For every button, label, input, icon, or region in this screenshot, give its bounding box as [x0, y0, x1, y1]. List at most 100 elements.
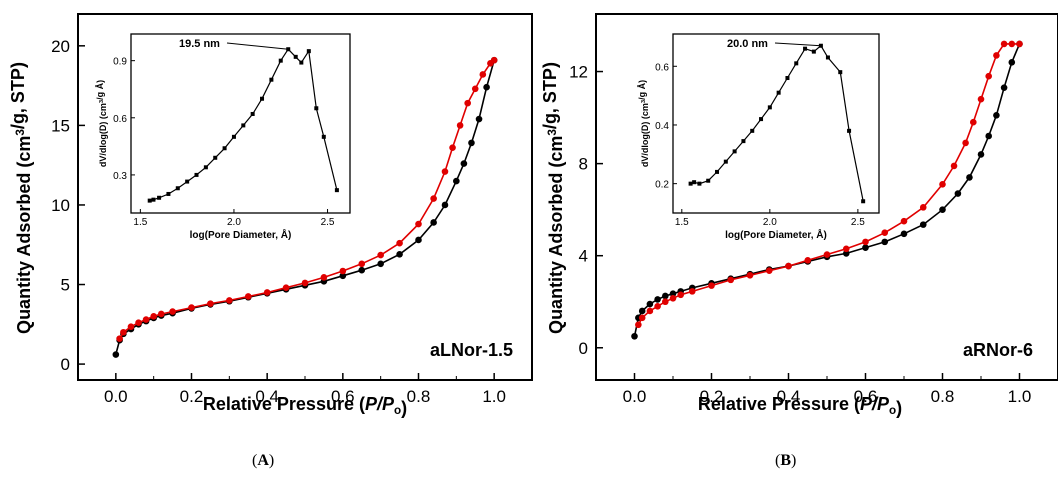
panel-a-adsorption-point [460, 160, 468, 167]
panel-b-desorption-point [823, 251, 831, 258]
panel-a-adsorption-point [396, 250, 403, 258]
panel-b-adsorption-point [1008, 59, 1016, 66]
panel-a-inset-point [166, 191, 171, 196]
panel-a-x-tick-label: 0.6 [331, 387, 355, 406]
panel-a-inset-point [299, 60, 304, 65]
panel-b-inset-point [732, 149, 737, 154]
panel-a-peak-leader-line [226, 42, 289, 50]
panel-b-inset-point [715, 169, 720, 174]
panel-a-y-tick-label: 10 [51, 196, 70, 215]
panel-a-x-tick-label: 0.2 [180, 387, 204, 406]
panel-b-inset-y-tick-label: 0.6 [655, 62, 669, 73]
panel-a-inset-point [157, 195, 162, 200]
panel-a-inset-point [203, 165, 208, 170]
panel-b-desorption-point [635, 321, 642, 329]
panel-b-desorption-point [662, 298, 669, 306]
panel-a-desorption-point [396, 239, 403, 247]
panel-b-inset-point [759, 117, 764, 122]
panel-a-desorption-point [479, 71, 487, 78]
panel-b-adsorption-point [900, 230, 908, 238]
panel-a-inset-point [314, 106, 319, 111]
panel-a-y-tick-label: 5 [61, 276, 70, 295]
panel-b-desorption-point [985, 72, 992, 80]
panel-a-desorption-point [169, 308, 176, 315]
panel-a-inset-point [175, 186, 180, 191]
panel-b-inset-x-tick-label: 2.5 [851, 217, 865, 228]
panel-b-y-tick-label: 12 [569, 63, 588, 82]
panel-b-sample-label: aRNor-6 [963, 340, 1033, 360]
panel-b-desorption-point [727, 276, 735, 284]
panel-a-adsorption-point [453, 177, 460, 185]
panel-b-inset-point [838, 70, 843, 75]
panel-b-adsorption-point [631, 332, 638, 340]
panel-a-adsorption-point [475, 115, 483, 123]
panel-a-desorption-point [456, 122, 464, 129]
panel-a-y-tick-label: 20 [51, 37, 70, 56]
panel-b-desorption-point [862, 238, 869, 246]
panel-b-y-tick-label: 8 [579, 155, 588, 174]
panel-a-caption-letter: A [257, 452, 269, 469]
panel-a-adsorption-point [468, 139, 475, 147]
panel-a-desorption-point [471, 85, 479, 93]
panel-b-adsorption-point [662, 292, 669, 300]
panel-a-inset-x-axis-label: log(Pore Diameter, Å) [190, 228, 292, 241]
panel-b-desorption-point [669, 294, 677, 302]
panel-b-desorption-point [970, 118, 977, 126]
panel-b-desorption-point [708, 282, 715, 289]
panel-a-inset-point [293, 54, 298, 59]
panel-a-desorption-point [430, 195, 437, 202]
panel-b-inset-point [776, 90, 781, 95]
panel-a-inset-point [231, 134, 236, 139]
panel-a-desorption-point [120, 328, 127, 336]
panel-b-desorption-point [677, 291, 684, 299]
panel-b-peak-leader-line [774, 42, 821, 47]
panel-a-desorption-point [464, 99, 471, 107]
panel-b-desorption-point [654, 303, 661, 310]
panel-a-inset-point [269, 77, 274, 82]
panel-b-inset-x-tick-label: 1.5 [675, 217, 689, 228]
panel-b-inset-point [723, 159, 728, 164]
panel-b-adsorption-point [646, 300, 654, 308]
panel-b-caption-letter: B [780, 452, 791, 469]
panel-a-desorption-point [207, 300, 214, 307]
panel-b-caption: (B) [775, 452, 797, 469]
panel-a-desorption-point [358, 260, 366, 268]
panel-a-desorption-point [441, 168, 449, 175]
panel-b-inset-x-axis-label: log(Pore Diameter, Å) [725, 228, 827, 241]
panel-b-inset-point [811, 49, 816, 54]
panel-b-desorption-point [804, 257, 812, 264]
panel-a-inset-point [147, 198, 152, 203]
panel-b-adsorption-point [654, 296, 661, 303]
panel-b-desorption-point [638, 314, 646, 322]
panel-a-caption: (A) [252, 452, 275, 469]
panel-b-desorption-point [919, 204, 927, 211]
panel-a-desorption-point [263, 289, 271, 296]
panel-a-adsorption-point [441, 201, 449, 209]
panel-b-adsorption-point [919, 221, 927, 228]
panel-b-desorption-point [900, 217, 908, 225]
panel-a-adsorption-point [358, 266, 366, 274]
panel-a-x-tick-label: 0.4 [255, 387, 279, 406]
panel-a-desorption-point [282, 284, 290, 292]
panel-b-desorption-point [765, 267, 773, 274]
panel-a-inset-point [306, 49, 311, 54]
panel-a-inset-x-tick-label: 2.5 [321, 217, 335, 228]
panel-b-adsorption-point [954, 190, 962, 197]
panel-a-y-tick-label: 15 [51, 116, 70, 135]
panel-a-inset-y-tick-label: 0.9 [113, 57, 127, 68]
panel-a-inset-frame [130, 33, 351, 214]
panel-b-y-tick-label: 4 [579, 247, 588, 266]
panel-a-x-tick-label: 0.0 [104, 387, 128, 406]
panel-b-desorption-point [939, 181, 946, 188]
panel-b-inset-y-tick-label: 0.4 [655, 121, 669, 132]
panel-b-adsorption-point [881, 238, 889, 246]
panel-b-adsorption-point [638, 307, 646, 315]
panel-a-y-axis-label: Quantity Adsorbed (cm3/g, STP) [8, 62, 34, 334]
panel-a-desorption-point [377, 251, 384, 259]
panel-a-inset-point [241, 123, 246, 128]
panel-a-x-axis-label: Relative Pressure (P/Po) [203, 394, 407, 418]
panel-a-chart: 0.0 0.2 0.4 0.6 0.8 1.0 0 5 10 15 20 Quantity Adsor… [8, 13, 533, 418]
panel-a-desorption-point [415, 220, 422, 228]
